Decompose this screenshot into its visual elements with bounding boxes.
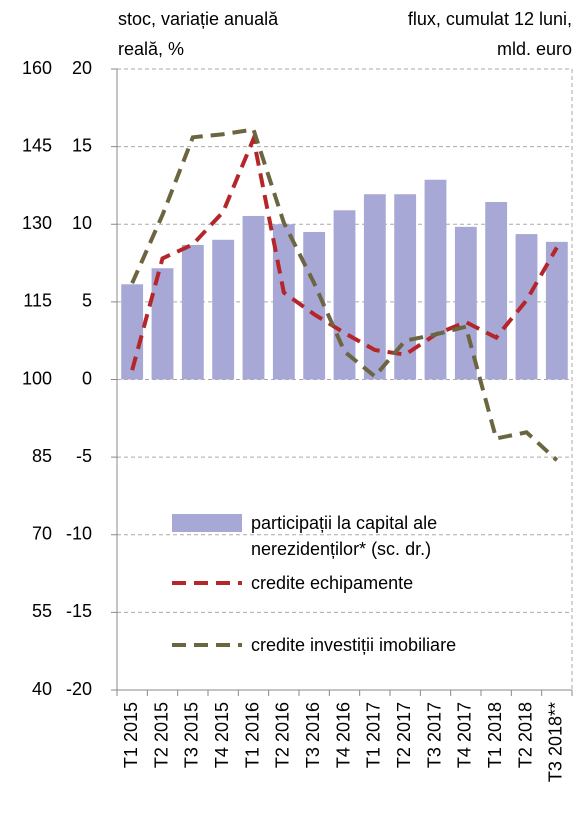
bar [394, 194, 417, 380]
x-tick-label: T2 2016 [273, 702, 293, 768]
line [130, 132, 559, 371]
y-tick-label: 10 [72, 213, 92, 233]
bar [242, 215, 265, 380]
bar [515, 234, 538, 380]
bar [181, 244, 204, 380]
y-axis-label: stoc, variație anuală reală, % [118, 9, 279, 59]
y2-tick-label: 130 [22, 213, 52, 233]
y-tick-label: 20 [72, 58, 92, 78]
x-tick-label: T3 2018** [546, 702, 566, 782]
bar [363, 194, 386, 380]
bar [303, 232, 326, 380]
bar [333, 210, 356, 380]
x-tick-label: T4 2016 [333, 702, 353, 768]
x-tick-label: T2 2015 [151, 702, 171, 768]
bar [545, 241, 568, 380]
y2-tick-label: 85 [32, 446, 52, 466]
bar [151, 268, 174, 380]
x-tick-label: T3 2017 [424, 702, 444, 768]
y2-tick-label: 70 [32, 524, 52, 544]
y2-axis-label: flux, cumulat 12 luni, mld. euro [408, 9, 572, 59]
legend-label: credite echipamente [251, 573, 414, 593]
x-tick-label: T2 2017 [394, 702, 414, 768]
x-tick-label: T4 2017 [455, 702, 475, 768]
bar [121, 284, 144, 380]
line [130, 127, 559, 462]
y2-tick-label: 100 [22, 368, 52, 388]
label-line: stoc, variație anuală [118, 9, 279, 29]
y2-tick-label: 115 [23, 291, 52, 311]
y-tick-label: -15 [66, 601, 92, 621]
bar [424, 179, 447, 380]
x-tick-label: T1 2017 [364, 702, 384, 768]
label-line: flux, cumulat 12 luni, [408, 9, 572, 29]
legend-label: participații la capital ale nerezidențil… [251, 513, 438, 559]
x-tick-label: T3 2016 [303, 702, 323, 768]
legend-label: credite investiții imobiliare [251, 635, 457, 655]
x-tick-label: T1 2018 [485, 702, 505, 768]
x-tick-label: T3 2015 [182, 702, 202, 768]
y2-tick-label: 145 [22, 135, 52, 155]
bar [212, 239, 235, 380]
y2-tick-label: 160 [22, 58, 52, 78]
y2-tick-label: 55 [32, 601, 52, 621]
y2-tick-label: 40 [32, 679, 52, 699]
legend-swatch [172, 514, 242, 532]
y-tick-label: 15 [72, 135, 92, 155]
y-tick-label: 0 [82, 368, 92, 388]
y-tick-label: -20 [66, 679, 92, 699]
x-tick-label: T4 2015 [212, 702, 232, 768]
label-line: mld. euro [497, 39, 572, 59]
y-tick-label: -5 [76, 446, 92, 466]
x-tick-label: T2 2018 [515, 702, 535, 768]
x-tick-label: T1 2015 [121, 702, 141, 768]
y-tick-label: 5 [82, 291, 92, 311]
x-tick-label: T1 2016 [242, 702, 262, 768]
bar [485, 201, 508, 380]
y-tick-label: -10 [66, 524, 92, 544]
label-line: reală, % [118, 39, 184, 59]
